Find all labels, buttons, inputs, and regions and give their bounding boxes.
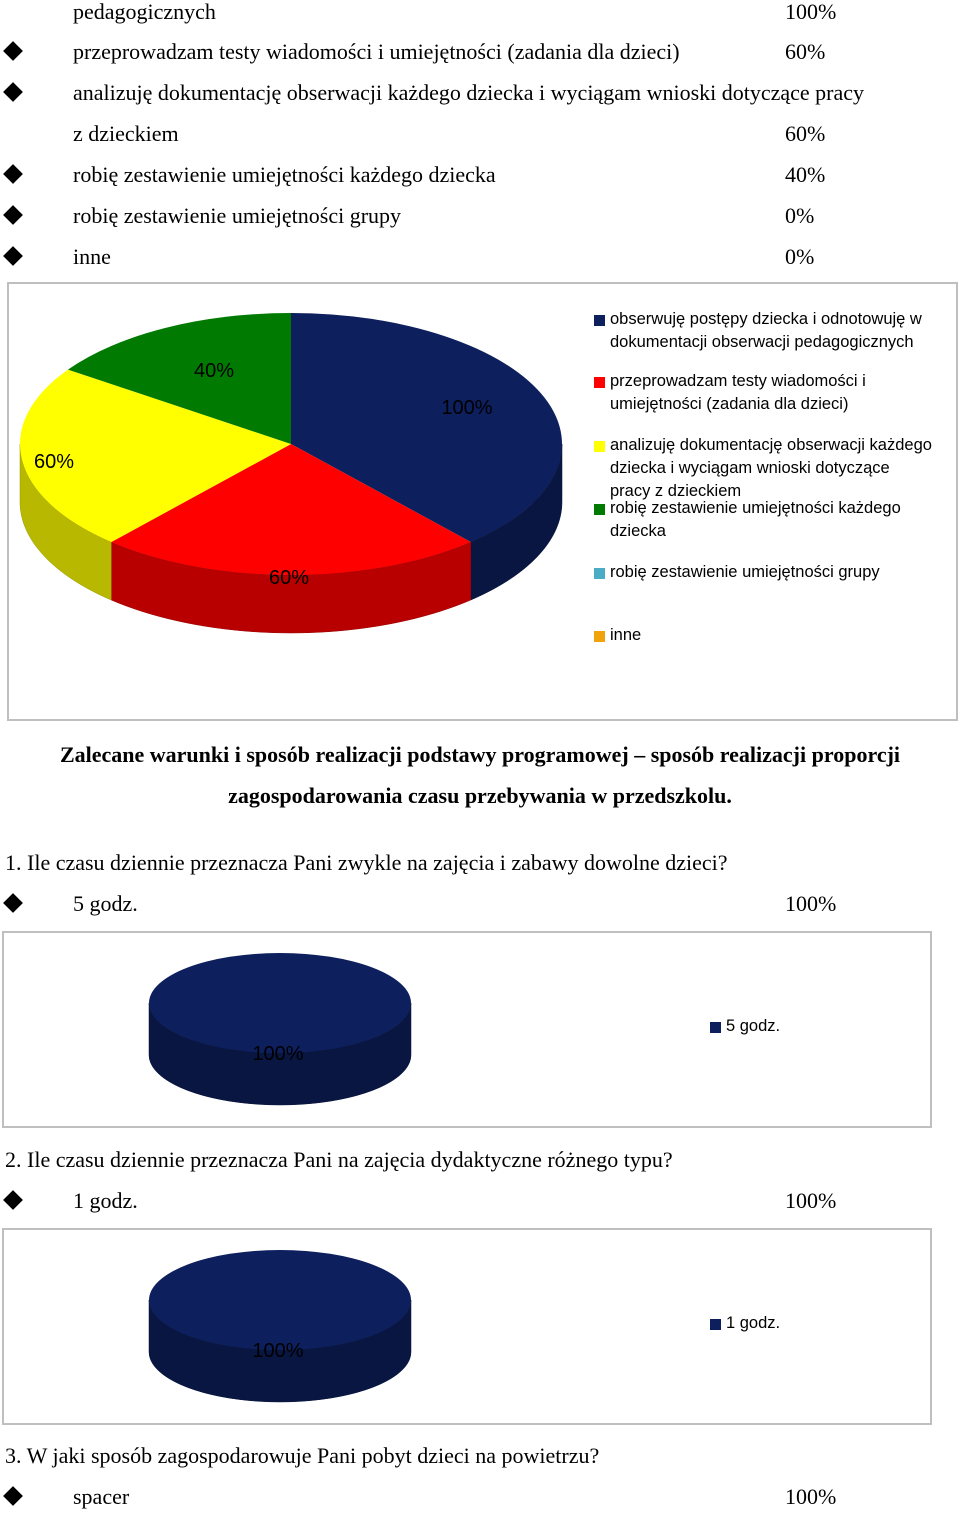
legend-swatch <box>594 377 605 388</box>
pie-chart-q1: 100% 5 godz. <box>2 931 932 1128</box>
legend-swatch <box>594 315 605 326</box>
legend-label: obserwuję postępy dziecka i odnotowuję w… <box>610 310 922 351</box>
pie-slice <box>111 444 471 575</box>
question-3: 3. W jaki sposób zagospodarowuje Pani po… <box>5 1443 600 1468</box>
diamond-bullet-icon <box>3 205 23 225</box>
list-item-text: inne <box>73 244 111 269</box>
pie-slice <box>19 369 291 543</box>
pie-slice <box>67 313 291 444</box>
legend-swatch <box>710 1022 721 1033</box>
answer-percent: 100% <box>785 1188 837 1213</box>
diamond-bullet-icon <box>3 1190 23 1210</box>
legend-label: 5 godz. <box>726 1017 781 1035</box>
pie-slice-side <box>149 1003 411 1105</box>
legend-label: inne <box>610 626 642 644</box>
list-item-percent: 100% <box>785 0 837 24</box>
legend-label: analizuję dokumentację obserwacji każdeg… <box>610 436 932 500</box>
list-item-percent: 60% <box>785 121 826 146</box>
diamond-bullet-icon <box>3 164 23 184</box>
pie-chart-svg: 100% 60% 60% 40% <box>19 313 563 634</box>
legend-label: robię zestawienie umiejętności grupy <box>610 563 880 581</box>
list-item-percent: 40% <box>785 162 826 187</box>
diamond-bullet-icon <box>3 893 23 913</box>
list-item-percent: 60% <box>785 39 826 64</box>
list-item: inne 0% <box>0 237 960 277</box>
pie-slice <box>291 313 562 543</box>
chart-legend: 5 godz. <box>710 1015 910 1055</box>
legend-label: 1 godz. <box>726 1314 781 1332</box>
section-heading-continued: zagospodarowania czasu przebywania w prz… <box>228 783 732 808</box>
chart-legend: obserwuję postępy dziecka i odnotowuję w… <box>594 284 954 714</box>
answer-text: 1 godz. <box>73 1188 138 1213</box>
list-item: pedagogicznych 100% <box>0 0 960 32</box>
pie-data-label: 100% <box>441 397 492 419</box>
diamond-bullet-icon <box>3 246 23 266</box>
list-item-text: robię zestawienie umiejętności każdego d… <box>73 162 496 187</box>
answer-row: spacer 100% <box>0 1477 960 1517</box>
answer-percent: 100% <box>785 1484 837 1509</box>
pie-data-label: 60% <box>34 451 74 473</box>
answer-percent: 100% <box>785 891 837 916</box>
list-item: robię zestawienie umiejętności grupy 0% <box>0 196 960 236</box>
pie-chart-q2: 100% 1 godz. <box>2 1228 932 1425</box>
pie-chart-svg: 100% <box>148 1250 412 1403</box>
legend-swatch <box>710 1319 721 1330</box>
list-item-text: przeprowadzam testy wiadomości i umiejęt… <box>73 39 680 64</box>
list-item: z dzieckiem 60% <box>0 114 960 154</box>
pie-data-label: 100% <box>252 1340 303 1362</box>
answer-text: spacer <box>73 1484 130 1509</box>
chart-legend: 1 godz. <box>710 1312 910 1352</box>
legend-swatch <box>594 631 605 642</box>
pie-chart-methods: 100% 60% 60% 40% obserwuję postępy dziecka … <box>7 282 958 721</box>
legend-swatch <box>594 441 605 452</box>
pie-slice <box>149 1250 411 1350</box>
list-item-text: robię zestawienie umiejętności grupy <box>73 203 402 228</box>
diamond-bullet-icon <box>3 82 23 102</box>
pie-top-group <box>149 953 411 1053</box>
list-item: przeprowadzam testy wiadomości i umiejęt… <box>0 32 960 72</box>
list-item-percent: 0% <box>785 244 815 269</box>
pie-data-label: 60% <box>269 567 309 589</box>
pie-data-label: 100% <box>252 1043 303 1065</box>
pie-chart-svg: 100% <box>148 953 412 1106</box>
list-item: robię zestawienie umiejętności każdego d… <box>0 155 960 195</box>
pie-top-group <box>149 1250 411 1350</box>
diamond-bullet-icon <box>3 41 23 61</box>
list-item-text: analizuję dokumentację obserwacji każdeg… <box>73 80 865 105</box>
legend-swatch <box>594 568 605 579</box>
answer-row: 5 godz. 100% <box>0 884 960 924</box>
pie-data-label: 40% <box>194 360 234 382</box>
question-2: 2. Ile czasu dziennie przeznacza Pani na… <box>5 1147 673 1172</box>
pie-slice-side <box>149 1300 411 1402</box>
pie-top-group <box>19 313 562 575</box>
answer-row: 1 godz. 100% <box>0 1181 960 1221</box>
question-1: 1. Ile czasu dziennie przeznacza Pani zw… <box>5 850 728 875</box>
legend-label: przeprowadzam testy wiadomości i umiejęt… <box>610 372 866 413</box>
pie-side-group <box>19 443 563 634</box>
list-item-text: pedagogicznych <box>73 0 216 24</box>
diamond-bullet-icon <box>3 1486 23 1506</box>
list-item-percent: 0% <box>785 203 815 228</box>
section-heading: Zalecane warunki i sposób realizacji pod… <box>59 742 901 767</box>
legend-label: robię zestawienie umiejętności każdego d… <box>610 499 901 540</box>
answer-text: 5 godz. <box>73 891 138 916</box>
list-item: analizuję dokumentację obserwacji każdeg… <box>0 73 960 113</box>
list-item-text: z dzieckiem <box>73 121 179 146</box>
legend-swatch <box>594 504 605 515</box>
pie-slice <box>149 953 411 1053</box>
